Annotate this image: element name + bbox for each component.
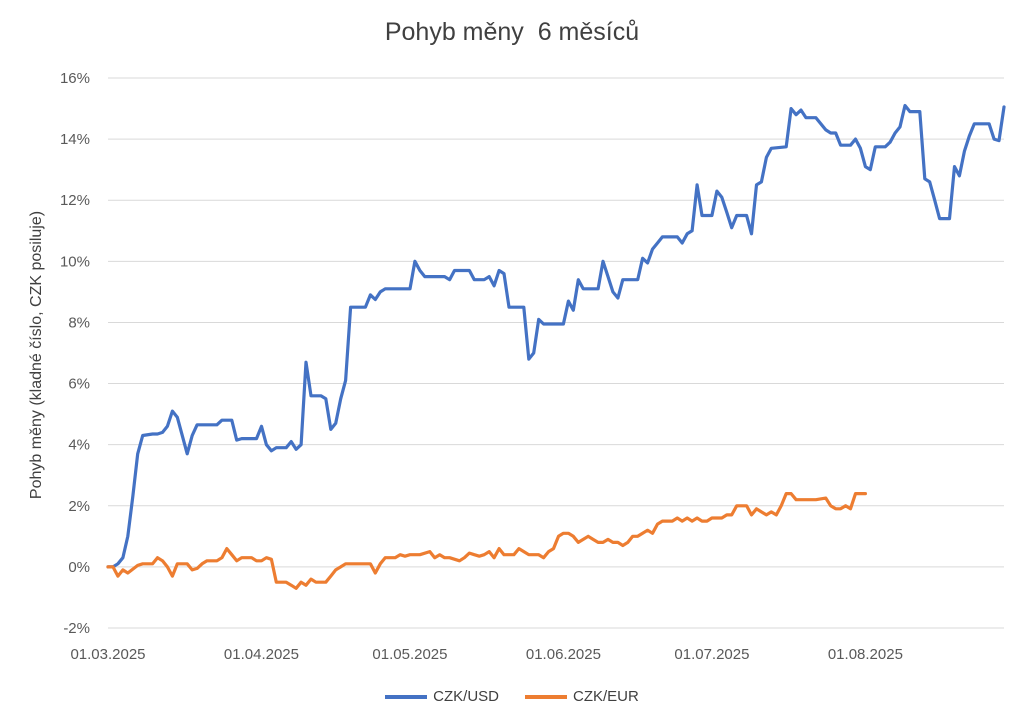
y-tick-label: 6% [68,376,90,393]
series-lines [106,103,1006,590]
y-axis-ticks: -2% 0% 2% 4% 6% 8% 10% 12% 14% 16% [60,70,90,637]
x-tick-label: 01.03.2025 [70,646,145,663]
x-tick-label: 01.08.2025 [828,646,903,663]
y-tick-label: 16% [60,70,90,87]
legend-label: CZK/USD [433,688,499,705]
y-axis-title: Pohyb měny (kladné číslo, CZK posiluje) [28,211,45,499]
legend-swatch [385,694,428,699]
legend-swatch [525,694,567,699]
y-tick-label: 2% [68,498,90,515]
x-axis-ticks: 01.03.2025 01.04.2025 01.05.2025 01.06.2025… [70,646,902,663]
legend: CZK/USD CZK/EUR [0,688,1024,705]
y-tick-label: 12% [60,192,90,209]
y-tick-label: 8% [68,314,90,331]
legend-entry: CZK/USD [385,688,499,705]
chart-title: Pohyb měny 6 měsíců [384,18,640,46]
x-tick-label: 01.06.2025 [526,646,601,663]
x-tick-label: 01.05.2025 [372,646,447,663]
y-tick-label: -2% [63,620,90,637]
x-tick-label: 01.04.2025 [224,646,299,663]
y-tick-label: 10% [60,253,90,270]
legend-entry: CZK/EUR [525,688,639,705]
legend-label: CZK/EUR [573,688,639,705]
gridlines [108,77,1004,629]
series-line-czk-usd [106,103,1006,569]
y-tick-label: 4% [68,437,90,454]
y-tick-label: 14% [60,131,90,148]
series-line-czk-eur [106,492,868,590]
y-tick-label: 0% [68,559,90,576]
x-tick-label: 01.07.2025 [674,646,749,663]
